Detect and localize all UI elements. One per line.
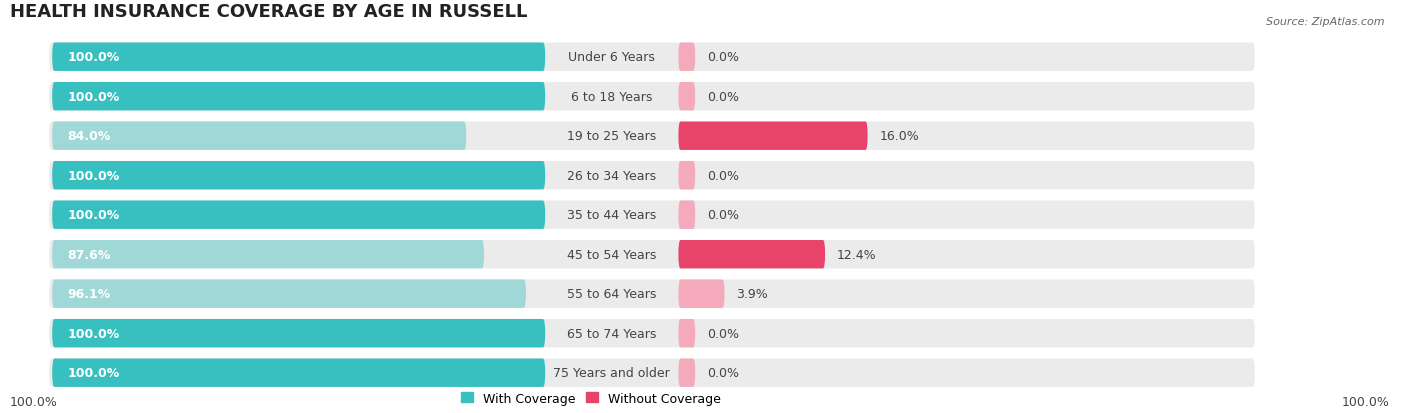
Text: 0.0%: 0.0% (707, 90, 740, 104)
Text: 100.0%: 100.0% (67, 209, 120, 222)
Text: 0.0%: 0.0% (707, 327, 740, 340)
FancyBboxPatch shape (52, 43, 546, 72)
FancyBboxPatch shape (679, 122, 868, 151)
FancyBboxPatch shape (49, 83, 1256, 111)
FancyBboxPatch shape (52, 280, 526, 308)
Text: 100.0%: 100.0% (10, 395, 58, 408)
Text: 0.0%: 0.0% (707, 51, 740, 64)
FancyBboxPatch shape (679, 240, 825, 269)
FancyBboxPatch shape (49, 319, 1256, 348)
Text: 0.0%: 0.0% (707, 169, 740, 182)
Text: Under 6 Years: Under 6 Years (568, 51, 655, 64)
Text: 96.1%: 96.1% (67, 287, 111, 301)
Text: 35 to 44 Years: 35 to 44 Years (567, 209, 657, 222)
FancyBboxPatch shape (49, 161, 1256, 190)
Text: 26 to 34 Years: 26 to 34 Years (567, 169, 657, 182)
Text: 84.0%: 84.0% (67, 130, 111, 143)
Text: 0.0%: 0.0% (707, 366, 740, 379)
Text: 100.0%: 100.0% (67, 366, 120, 379)
FancyBboxPatch shape (52, 122, 467, 151)
FancyBboxPatch shape (52, 161, 546, 190)
FancyBboxPatch shape (679, 43, 695, 72)
Text: Source: ZipAtlas.com: Source: ZipAtlas.com (1267, 17, 1385, 26)
FancyBboxPatch shape (52, 83, 546, 111)
Text: 100.0%: 100.0% (67, 90, 120, 104)
FancyBboxPatch shape (679, 161, 695, 190)
FancyBboxPatch shape (49, 358, 1256, 387)
FancyBboxPatch shape (679, 358, 695, 387)
FancyBboxPatch shape (52, 201, 546, 229)
Text: 6 to 18 Years: 6 to 18 Years (571, 90, 652, 104)
Text: 100.0%: 100.0% (1341, 395, 1391, 408)
FancyBboxPatch shape (49, 201, 1256, 229)
FancyBboxPatch shape (52, 358, 546, 387)
FancyBboxPatch shape (679, 319, 695, 348)
Text: 45 to 54 Years: 45 to 54 Years (567, 248, 657, 261)
Text: 100.0%: 100.0% (67, 169, 120, 182)
FancyBboxPatch shape (679, 83, 695, 111)
FancyBboxPatch shape (49, 280, 1256, 308)
FancyBboxPatch shape (49, 240, 1256, 269)
Text: 65 to 74 Years: 65 to 74 Years (567, 327, 657, 340)
Text: 16.0%: 16.0% (880, 130, 920, 143)
FancyBboxPatch shape (679, 280, 724, 308)
Text: 87.6%: 87.6% (67, 248, 111, 261)
Text: HEALTH INSURANCE COVERAGE BY AGE IN RUSSELL: HEALTH INSURANCE COVERAGE BY AGE IN RUSS… (10, 3, 527, 21)
Legend: With Coverage, Without Coverage: With Coverage, Without Coverage (456, 387, 727, 410)
FancyBboxPatch shape (52, 319, 546, 348)
Text: 100.0%: 100.0% (67, 327, 120, 340)
Text: 12.4%: 12.4% (837, 248, 877, 261)
FancyBboxPatch shape (679, 201, 695, 229)
Text: 19 to 25 Years: 19 to 25 Years (567, 130, 657, 143)
Text: 100.0%: 100.0% (67, 51, 120, 64)
FancyBboxPatch shape (49, 122, 1256, 151)
FancyBboxPatch shape (52, 240, 484, 269)
Text: 3.9%: 3.9% (737, 287, 768, 301)
Text: 75 Years and older: 75 Years and older (554, 366, 671, 379)
Text: 55 to 64 Years: 55 to 64 Years (567, 287, 657, 301)
Text: 0.0%: 0.0% (707, 209, 740, 222)
FancyBboxPatch shape (49, 43, 1256, 72)
